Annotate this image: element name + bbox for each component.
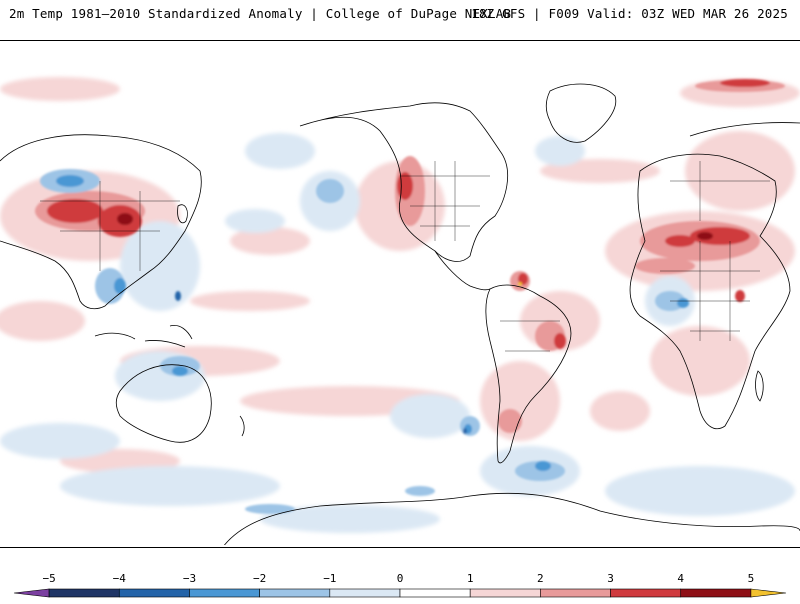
- colorbar-tick-label: 5: [748, 572, 755, 585]
- colorbar-tick-label: 1: [467, 572, 474, 585]
- header: 2m Temp 1981–2010 Standardized Anomaly |…: [0, 0, 800, 38]
- model-valid-time: 18Z GFS | F009 Valid: 03Z WED MAR 26 202…: [471, 6, 788, 21]
- colorbar-tick-label: 4: [677, 572, 684, 585]
- map-canvas: [0, 77, 800, 545]
- map-title: 2m Temp 1981–2010 Standardized Anomaly |…: [9, 6, 512, 21]
- colorbar-segment: [13, 588, 50, 598]
- colorbar-segment: [329, 588, 401, 598]
- colorbar: −5 −4 −3 −2 −1 0 1 2 3 4 5: [0, 560, 800, 600]
- colorbar-segment: [48, 588, 120, 598]
- anomaly-map: [0, 40, 800, 548]
- colorbar-segment: [610, 588, 682, 598]
- colorbar-tick-label: −2: [253, 572, 266, 585]
- colorbar-tick-label: −1: [323, 572, 336, 585]
- colorbar-segment: [680, 588, 752, 598]
- colorbar-segment: [259, 588, 331, 598]
- colorbar-segment: [540, 588, 611, 598]
- colorbar-tick-label: −5: [42, 572, 55, 585]
- colorbar-tick-label: −4: [113, 572, 127, 585]
- colorbar-segment: [750, 588, 787, 598]
- colorbar-svg: −5 −4 −3 −2 −1 0 1 2 3 4 5: [13, 572, 787, 598]
- political-borders: [40, 161, 770, 352]
- colorbar-tick-label: 3: [607, 572, 614, 585]
- colorbar-tick-label: 2: [537, 572, 544, 585]
- colorbar-segment: [399, 588, 471, 598]
- colorbar-segment: [118, 588, 190, 598]
- colorbar-segment: [469, 588, 541, 598]
- coastlines: [0, 83, 800, 545]
- colorbar-tick-label: 0: [397, 572, 404, 585]
- colorbar-segment: [189, 588, 260, 598]
- colorbar-tick-label: −3: [183, 572, 196, 585]
